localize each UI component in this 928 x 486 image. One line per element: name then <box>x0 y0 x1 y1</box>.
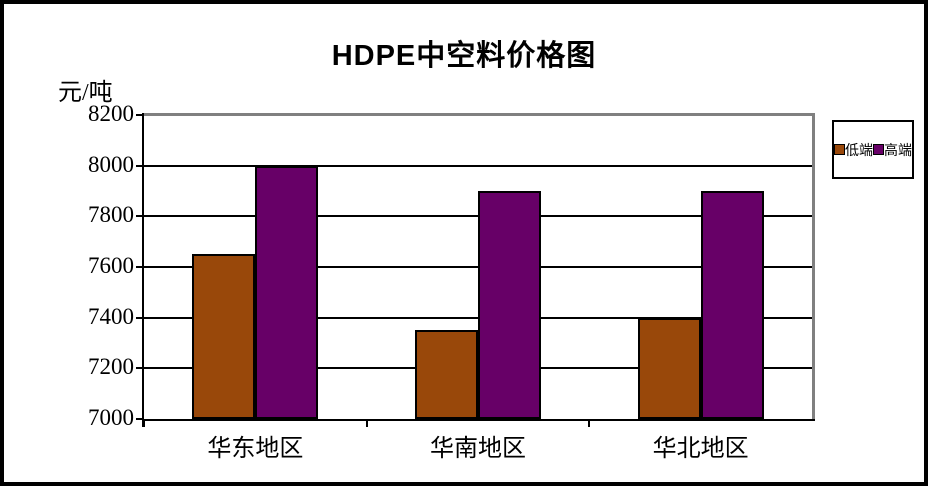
bar-高端-华南地区 <box>478 191 541 419</box>
bar-高端-华东地区 <box>255 165 319 419</box>
y-tick-8200 <box>136 114 144 116</box>
y-tick-label-8000: 8000 <box>88 151 134 177</box>
y-tick-7000 <box>136 418 144 420</box>
y-tick-label-7000: 7000 <box>88 405 134 430</box>
y-tick-label-7600: 7600 <box>88 253 134 278</box>
legend-swatch-icon <box>873 144 884 155</box>
y-axis-unit-label: 元/吨 <box>58 80 113 106</box>
legend-box: 低端 高端 <box>832 120 914 179</box>
y-tick-label-8200: 8200 <box>88 101 134 126</box>
x-tick-0 <box>143 419 145 427</box>
y-tick-label-7800: 7800 <box>88 202 134 228</box>
legend-swatch-icon <box>834 144 845 155</box>
y-tick-label-7400: 7400 <box>88 303 134 329</box>
y-axis-line <box>142 113 144 427</box>
x-tick-1 <box>365 419 368 427</box>
plot-border-right <box>812 113 815 419</box>
y-tick-7400 <box>136 316 144 319</box>
y-tick-8000 <box>136 164 144 167</box>
bar-低端-华南地区 <box>415 330 478 419</box>
plot-border-top <box>144 113 815 116</box>
x-category-label-华南地区: 华南地区 <box>430 436 526 462</box>
bar-高端-华北地区 <box>700 191 764 419</box>
bar-低端-华北地区 <box>637 317 701 419</box>
y-tick-7600 <box>136 266 144 268</box>
legend-label: 高端 <box>884 143 912 159</box>
y-tick-7800 <box>136 215 144 218</box>
x-axis-line <box>142 419 815 421</box>
bar-低端-华东地区 <box>192 254 256 419</box>
gridline-8000 <box>144 164 812 167</box>
legend-item-低端: 低端 <box>834 140 873 160</box>
x-category-label-华北地区: 华北地区 <box>652 436 749 462</box>
x-category-label-华东地区: 华东地区 <box>207 436 304 462</box>
chart-title: HDPE中空料价格图 <box>331 40 597 72</box>
legend-item-高端: 高端 <box>873 140 912 160</box>
x-tick-2 <box>588 419 591 427</box>
plot-area: 7000 7200 7400 7600 7800 8000 8200 华东地区 华南地区 华北地区 <box>4 4 924 482</box>
legend-label: 低端 <box>845 143 873 159</box>
y-tick-7200 <box>136 367 144 370</box>
y-tick-label-7200: 7200 <box>88 354 134 380</box>
